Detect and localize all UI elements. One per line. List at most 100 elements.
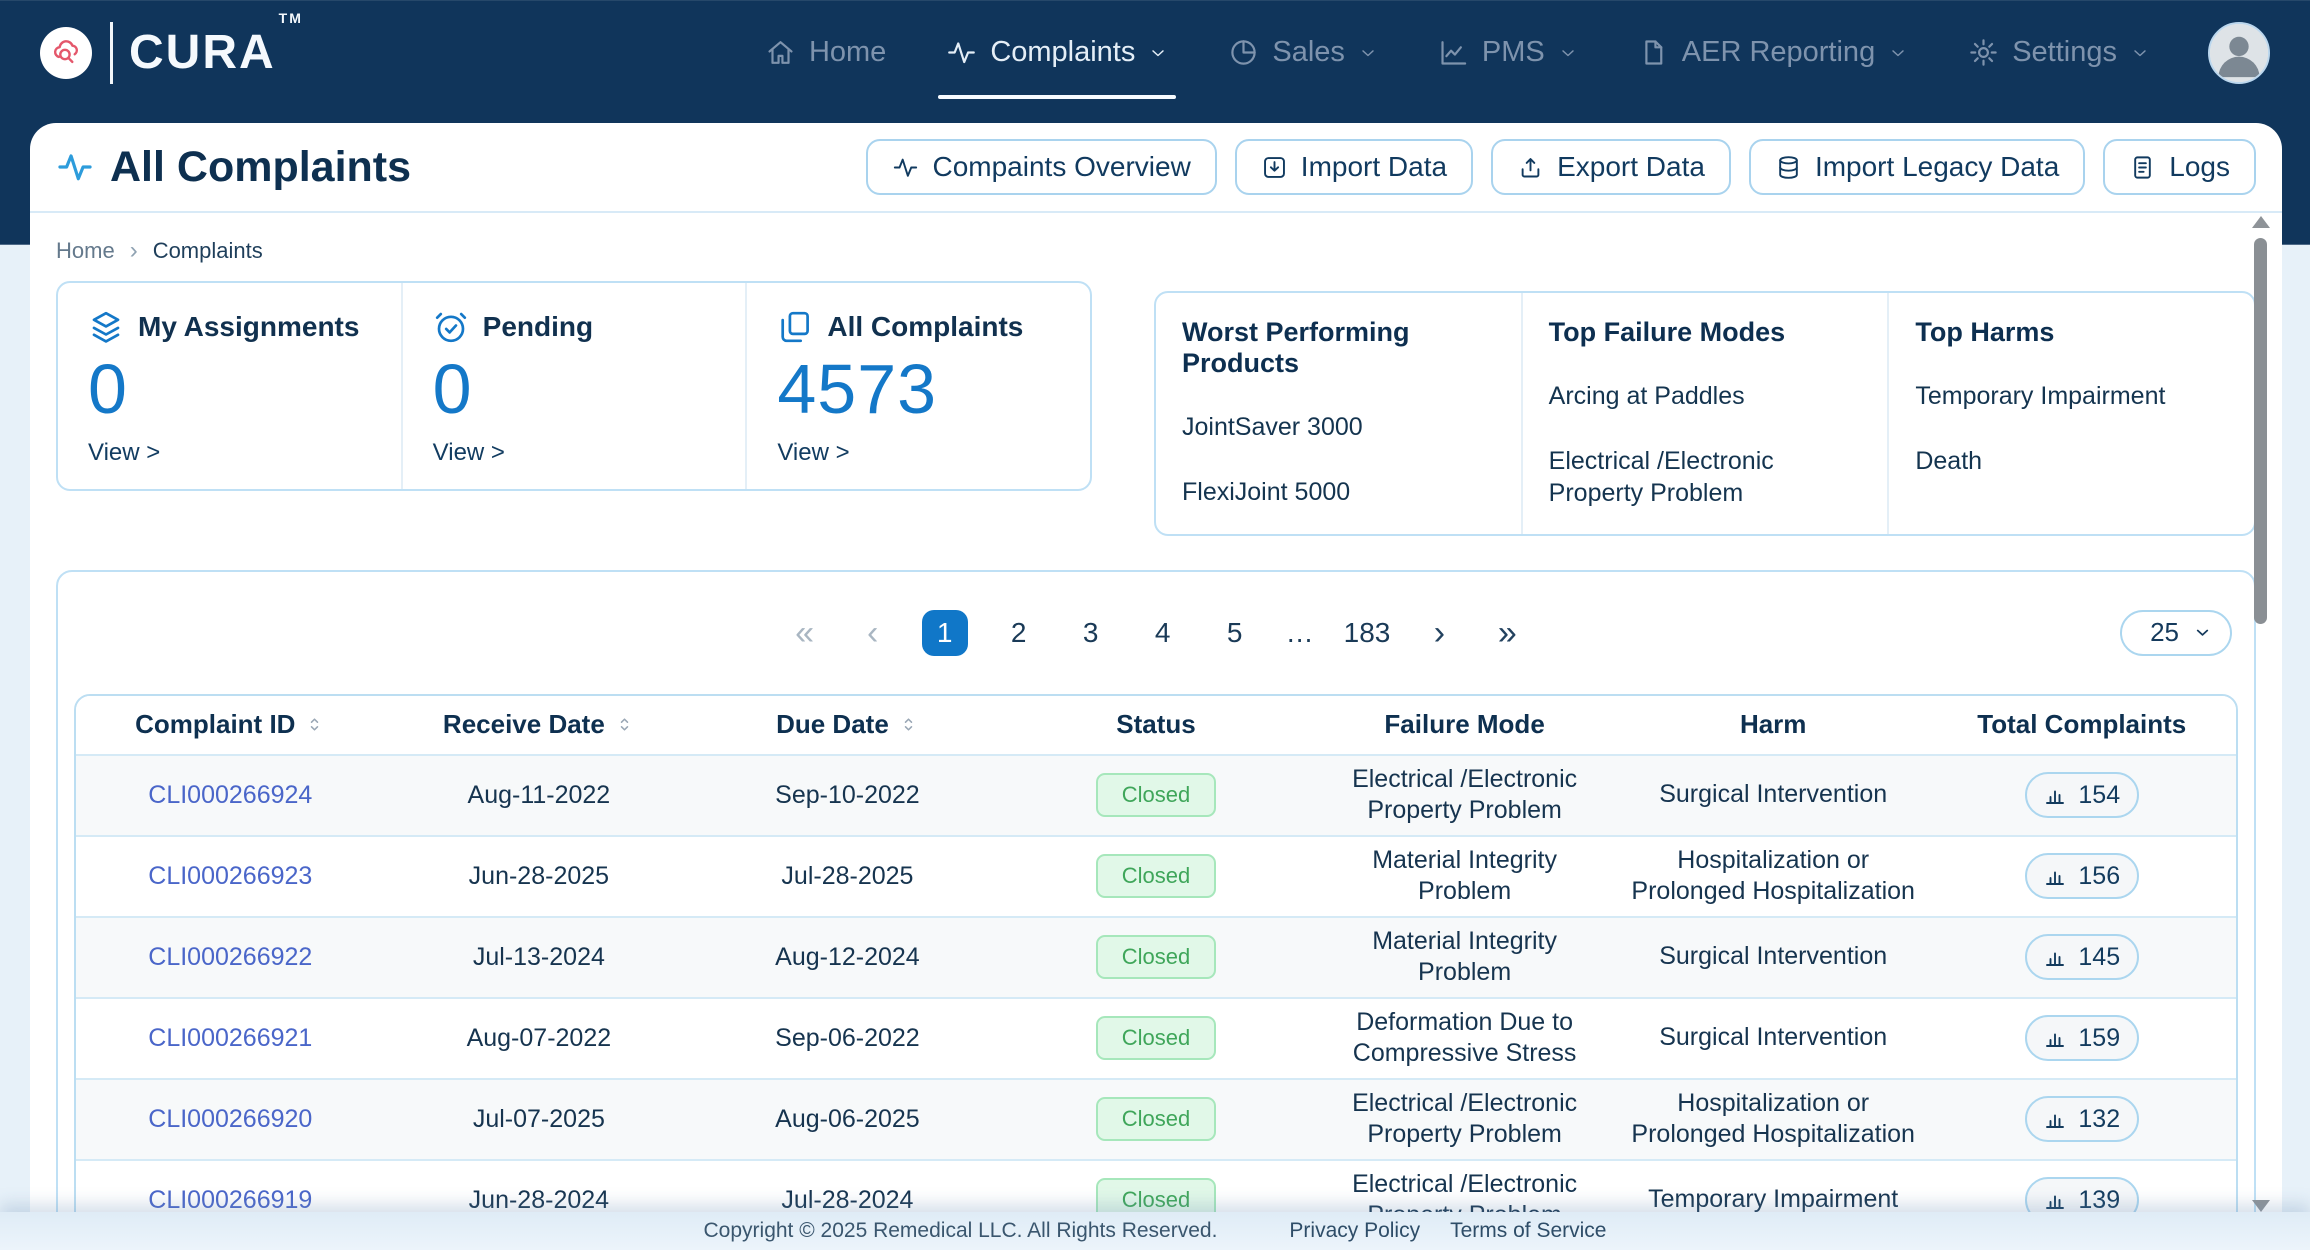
scrollbar-thumb[interactable] <box>2254 238 2267 624</box>
pagination-last-button[interactable]: » <box>1497 613 1517 652</box>
brand-trademark: TM <box>278 9 303 26</box>
alarm-check-icon <box>435 312 466 343</box>
breadcrumb: Home › Complaints <box>56 237 2282 265</box>
logs-button[interactable]: Logs <box>2103 139 2256 195</box>
user-avatar[interactable] <box>2208 21 2270 84</box>
nav-item-pms[interactable]: PMS <box>1438 36 1578 69</box>
database-icon <box>1779 155 1798 179</box>
harm-cell: Surgical Intervention <box>1659 780 1888 809</box>
receive-date-cell: Jul-13-2024 <box>472 942 605 971</box>
due-date-cell: Sep-06-2022 <box>775 1023 920 1052</box>
pagination-page-2[interactable]: 2 <box>1010 616 1027 648</box>
due-date-cell: Jul-28-2025 <box>781 861 914 890</box>
pagination-first-button[interactable]: « <box>795 613 815 652</box>
pagination-page-5[interactable]: 5 <box>1226 616 1243 648</box>
chevron-down-icon <box>1358 43 1378 63</box>
pulse-icon <box>946 37 977 68</box>
nav-item-label: AER Reporting <box>1681 36 1876 68</box>
import-legacy-data-button[interactable]: Import Legacy Data <box>1748 139 2086 195</box>
chevron-down-icon <box>1148 43 1168 63</box>
complaint-id-link[interactable]: CLI000266922 <box>148 942 313 971</box>
scrollbar-down-arrow[interactable] <box>2252 1200 2270 1212</box>
complaint-id-link[interactable]: CLI000266924 <box>148 780 313 809</box>
harm-cell: Hospitalization or Prolonged Hospitaliza… <box>1631 1088 1915 1148</box>
pagination-page-4[interactable]: 4 <box>1154 616 1171 648</box>
complaint-id-link[interactable]: CLI000266919 <box>148 1185 313 1214</box>
page-footer: Copyright © 2025 Remedical LLC. All Righ… <box>0 1212 2310 1250</box>
table-row: CLI000266922 Jul-13-2024 Aug-12-2024 Clo… <box>76 915 2236 997</box>
page-size-select[interactable]: 25 <box>2120 609 2232 656</box>
receive-date-cell: Aug-11-2022 <box>467 780 611 809</box>
summary-row: My Assignments 0 View > Pending 0 View >… <box>56 281 2256 536</box>
export-data-button[interactable]: Export Data <box>1491 139 1731 195</box>
insight-item: Temporary Impairment <box>1915 382 2166 410</box>
chevron-down-icon <box>2196 629 2209 636</box>
nav-item-complaints[interactable]: Complaints <box>938 36 1177 99</box>
nav-item-aer-reporting[interactable]: AER Reporting <box>1638 36 1908 69</box>
stat-label: My Assignments <box>138 311 360 342</box>
receive-date-cell: Aug-07-2022 <box>466 1023 612 1052</box>
bar-chart-icon <box>2046 790 2065 804</box>
pagination: « ‹ 1 2 3 4 5 … 183 › » 25 <box>74 572 2238 694</box>
failure-mode-cell: Electrical /Electronic Property Problem <box>1352 1088 1578 1148</box>
page-title: All Complaints <box>56 143 411 192</box>
stat-label: All Complaints <box>827 311 1024 342</box>
copyright-text: Copyright © 2025 Remedical LLC. All Righ… <box>703 1219 1218 1242</box>
harm-cell: Surgical Intervention <box>1659 942 1888 971</box>
line-chart-icon <box>1438 37 1469 68</box>
pie-chart-icon <box>1228 37 1259 68</box>
stat-value: 0 <box>432 350 473 428</box>
stats-panel: My Assignments 0 View > Pending 0 View >… <box>56 281 1092 491</box>
terms-of-service-link[interactable]: Terms of Service <box>1450 1219 1607 1242</box>
stat-view-link[interactable]: View > <box>777 438 850 466</box>
privacy-policy-link[interactable]: Privacy Policy <box>1289 1219 1421 1242</box>
pagination-page-3[interactable]: 3 <box>1082 616 1099 648</box>
complaint-id-link[interactable]: CLI000266921 <box>148 1023 313 1052</box>
sort-icon <box>620 718 629 731</box>
brand-logo[interactable]: CURATM <box>40 11 303 84</box>
column-header-due-date[interactable]: Due Date <box>693 709 1002 740</box>
chevron-down-icon <box>1888 43 1908 63</box>
total-complaints-button[interactable]: 159 <box>2024 1015 2139 1061</box>
table-row: CLI000266921 Aug-07-2022 Sep-06-2022 Clo… <box>76 996 2236 1078</box>
table-row: CLI000266924 Aug-11-2022 Sep-10-2022 Clo… <box>76 753 2236 835</box>
nav-item-settings[interactable]: Settings <box>1968 36 2150 69</box>
scrollbar-up-arrow[interactable] <box>2252 216 2270 228</box>
stat-view-link[interactable]: View > <box>432 438 505 466</box>
import-data-button[interactable]: Import Data <box>1234 139 1474 195</box>
insight-item: Death <box>1915 446 1983 475</box>
stat-view-link[interactable]: View > <box>88 438 161 466</box>
total-complaints-button[interactable]: 145 <box>2024 934 2139 980</box>
complaint-id-link[interactable]: CLI000266920 <box>148 1104 313 1133</box>
vertical-scrollbar[interactable] <box>2250 216 2272 1212</box>
insight-item: JointSaver 3000 <box>1182 413 1363 441</box>
total-complaints-button[interactable]: 154 <box>2024 772 2139 818</box>
column-header-complaint-id[interactable]: Complaint ID <box>76 709 385 740</box>
complaints-table: Complaint ID Receive Date Due Date Statu… <box>74 693 2238 1250</box>
header-actions: Compaints Overview Import Data Export Da… <box>866 139 2256 195</box>
stat-label: Pending <box>482 311 594 342</box>
column-header-status: Status <box>1116 709 1196 739</box>
page-size-value: 25 <box>2150 617 2179 647</box>
insight-top-failure-modes: Top Failure Modes Arcing at Paddles Elec… <box>1523 293 1890 534</box>
breadcrumb-separator: › <box>129 237 138 264</box>
due-date-cell: Aug-06-2025 <box>775 1104 920 1133</box>
nav-item-sales[interactable]: Sales <box>1228 36 1378 69</box>
complaints-overview-button[interactable]: Compaints Overview <box>866 139 1217 195</box>
total-complaints-button[interactable]: 156 <box>2024 853 2139 899</box>
failure-mode-cell: Deformation Due to Compressive Stress <box>1352 1007 1577 1067</box>
insight-item: FlexiJoint 5000 <box>1182 477 1351 506</box>
nav-item-home[interactable]: Home <box>765 36 886 69</box>
status-badge: Closed <box>1095 773 1217 817</box>
pagination-page-183[interactable]: 183 <box>1343 616 1391 648</box>
complaint-id-link[interactable]: CLI000266923 <box>148 861 313 890</box>
breadcrumb-home[interactable]: Home <box>56 238 115 263</box>
pagination-next-button[interactable]: › <box>1433 613 1446 652</box>
pagination-prev-button[interactable]: ‹ <box>866 613 879 652</box>
stat-my-assignments: My Assignments 0 View > <box>58 283 403 489</box>
pagination-page-1[interactable]: 1 <box>921 609 968 656</box>
column-header-receive-date[interactable]: Receive Date <box>385 709 694 740</box>
receive-date-cell: Jul-07-2025 <box>472 1104 605 1133</box>
total-complaints-button[interactable]: 132 <box>2024 1096 2139 1142</box>
status-badge: Closed <box>1095 1016 1217 1060</box>
